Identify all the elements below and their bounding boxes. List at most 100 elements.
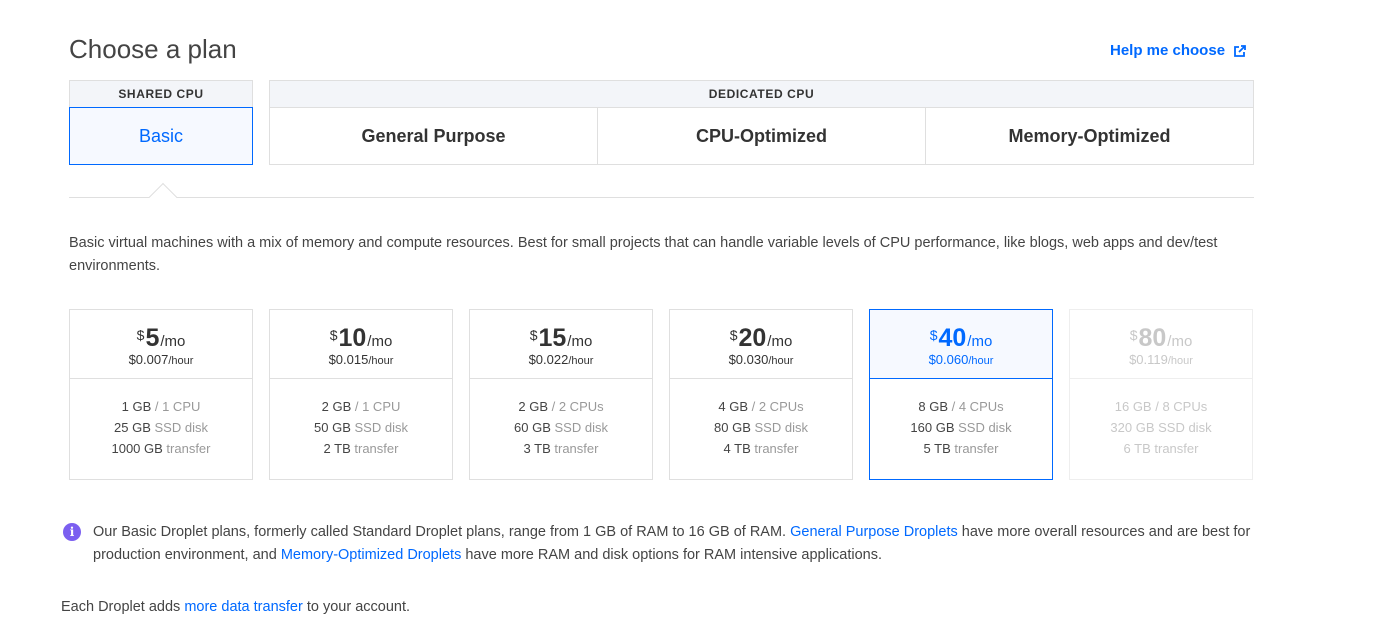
hourly-unit: /hour xyxy=(768,355,794,367)
section-divider xyxy=(69,197,1254,198)
spec-ram: 1 GB xyxy=(121,399,152,414)
data-transfer-note: Each Droplet adds more data transfer to … xyxy=(61,599,410,615)
memory-optimized-droplets-link[interactable]: Memory-Optimized Droplets xyxy=(280,546,462,563)
dedicated-cpu-header: DEDICATED CPU xyxy=(269,80,1254,107)
tab-cpu-optimized[interactable]: CPU-Optimized xyxy=(597,107,926,165)
spec-disk-label: SSD disk xyxy=(550,420,608,435)
spec-ram-cpu: 8 GB / 4 CPUs xyxy=(870,396,1052,417)
spec-ram: 2 GB xyxy=(321,399,352,414)
spec-disk: 50 GB SSD disk xyxy=(270,417,452,438)
spec-disk-size: 80 GB xyxy=(714,420,751,435)
spec-disk-label: SSD disk xyxy=(1154,420,1212,435)
plan-description: Basic virtual machines with a mix of mem… xyxy=(69,235,1218,274)
active-tab-pointer xyxy=(148,182,178,212)
hourly-price: $0.030/hour xyxy=(670,352,852,367)
spec-transfer-size: 3 TB xyxy=(523,441,551,456)
info-text-part: have more overall resources and are best… xyxy=(93,524,1251,563)
hourly-amount: $0.119 xyxy=(1129,352,1168,367)
spec-transfer-label: transfer xyxy=(750,441,799,456)
tab-memory-optimized[interactable]: Memory-Optimized xyxy=(925,107,1254,165)
tab-basic[interactable]: Basic xyxy=(69,107,253,165)
plan-price-area: $80/mo $0.119/hour xyxy=(1070,310,1252,379)
price-amount: 15 xyxy=(538,324,567,352)
spec-disk-label: SSD disk xyxy=(750,420,808,435)
plan-price-area: $10/mo $0.015/hour xyxy=(270,310,452,379)
plan-specs: 2 GB / 1 CPU 50 GB SSD disk 2 TB transfe… xyxy=(270,379,452,459)
spec-disk: 60 GB SSD disk xyxy=(470,417,652,438)
currency: $ xyxy=(729,327,738,343)
more-data-transfer-link[interactable]: more data transfer xyxy=(184,599,303,615)
spec-transfer-size: 2 TB xyxy=(323,441,351,456)
spec-transfer-size: 4 TB xyxy=(723,441,751,456)
spec-transfer: 1000 GB transfer xyxy=(70,438,252,459)
price-amount: 5 xyxy=(145,324,160,352)
hourly-amount: $0.030 xyxy=(728,352,769,367)
page-title: Choose a plan xyxy=(69,34,237,64)
spec-disk: 160 GB SSD disk xyxy=(870,417,1052,438)
spec-ram-cpu: 2 GB / 1 CPU xyxy=(270,396,452,417)
footer-text-part: to your account. xyxy=(302,599,411,615)
price-amount: 10 xyxy=(338,324,367,352)
spec-transfer-size: 6 TB xyxy=(1123,441,1151,456)
external-link-icon xyxy=(1234,44,1246,57)
price-period: /mo xyxy=(767,333,793,350)
hourly-amount: $0.022 xyxy=(528,352,569,367)
price-amount: 20 xyxy=(738,324,767,352)
general-purpose-droplets-link[interactable]: General Purpose Droplets xyxy=(790,524,958,540)
plan-price-area: $15/mo $0.022/hour xyxy=(470,310,652,379)
spec-transfer-label: transfer xyxy=(162,441,211,456)
monthly-price: $10/mo xyxy=(270,324,452,353)
spec-disk-size: 160 GB xyxy=(910,420,955,435)
hourly-unit: /hour xyxy=(568,355,594,367)
plan-specs: 16 GB / 8 CPUs 320 GB SSD disk 6 TB tran… xyxy=(1070,379,1252,459)
monthly-price: $20/mo xyxy=(670,324,852,353)
spec-disk: 80 GB SSD disk xyxy=(670,417,852,438)
hourly-price: $0.007/hour xyxy=(70,352,252,367)
spec-ram-cpu: 1 GB / 1 CPU xyxy=(70,396,252,417)
info-text: Our Basic Droplet plans, formerly called… xyxy=(93,521,1263,566)
spec-disk-label: SSD disk xyxy=(954,420,1012,435)
hourly-price: $0.119/hour xyxy=(1070,352,1252,367)
spec-disk-size: 320 GB xyxy=(1110,420,1155,435)
plan-price-area: $40/mo $0.060/hour xyxy=(870,310,1052,379)
hourly-amount: $0.015 xyxy=(328,352,369,367)
spec-ram: 16 GB xyxy=(1114,399,1152,414)
spec-transfer: 4 TB transfer xyxy=(670,438,852,459)
monthly-price: $5/mo xyxy=(70,324,252,353)
hourly-unit: /hour xyxy=(168,355,194,367)
spec-disk-label: SSD disk xyxy=(350,420,408,435)
spec-transfer: 3 TB transfer xyxy=(470,438,652,459)
spec-ram-cpu: 16 GB / 8 CPUs xyxy=(1070,396,1252,417)
plan-card-20[interactable]: $20/mo $0.030/hour 4 GB / 2 CPUs 80 GB S… xyxy=(669,309,853,480)
plan-specs: 2 GB / 2 CPUs 60 GB SSD disk 3 TB transf… xyxy=(470,379,652,459)
price-period: /mo xyxy=(567,333,593,350)
spec-cpu: / 2 CPUs xyxy=(748,399,804,414)
hourly-amount: $0.007 xyxy=(128,352,169,367)
spec-cpu: / 2 CPUs xyxy=(548,399,604,414)
currency: $ xyxy=(529,327,538,343)
price-amount: 40 xyxy=(938,324,967,352)
price-amount: 80 xyxy=(1138,324,1167,352)
spec-transfer-label: transfer xyxy=(550,441,599,456)
info-icon: i xyxy=(63,523,81,541)
hourly-unit: /hour xyxy=(1167,355,1193,367)
plan-specs: 8 GB / 4 CPUs 160 GB SSD disk 5 TB trans… xyxy=(870,379,1052,459)
plan-card-5[interactable]: $5/mo $0.007/hour 1 GB / 1 CPU 25 GB SSD… xyxy=(69,309,253,480)
plan-card-40[interactable]: $40/mo $0.060/hour 8 GB / 4 CPUs 160 GB … xyxy=(869,309,1053,480)
plan-card-15[interactable]: $15/mo $0.022/hour 2 GB / 2 CPUs 60 GB S… xyxy=(469,309,653,480)
spec-disk-size: 50 GB xyxy=(314,420,351,435)
plan-card-10[interactable]: $10/mo $0.015/hour 2 GB / 1 CPU 50 GB SS… xyxy=(269,309,453,480)
currency: $ xyxy=(329,327,338,343)
price-period: /mo xyxy=(967,333,993,350)
tab-general-purpose[interactable]: General Purpose xyxy=(269,107,598,165)
help-me-choose-link[interactable]: Help me choose xyxy=(1110,42,1247,59)
spec-ram-cpu: 4 GB / 2 CPUs xyxy=(670,396,852,417)
hourly-unit: /hour xyxy=(968,355,994,367)
spec-transfer-label: transfer xyxy=(950,441,999,456)
price-period: /mo xyxy=(367,333,393,350)
plan-price-area: $5/mo $0.007/hour xyxy=(70,310,252,379)
spec-ram-cpu: 2 GB / 2 CPUs xyxy=(470,396,652,417)
spec-transfer-size: 5 TB xyxy=(923,441,951,456)
spec-cpu: / 1 CPU xyxy=(351,399,401,414)
plan-specs: 4 GB / 2 CPUs 80 GB SSD disk 4 TB transf… xyxy=(670,379,852,459)
